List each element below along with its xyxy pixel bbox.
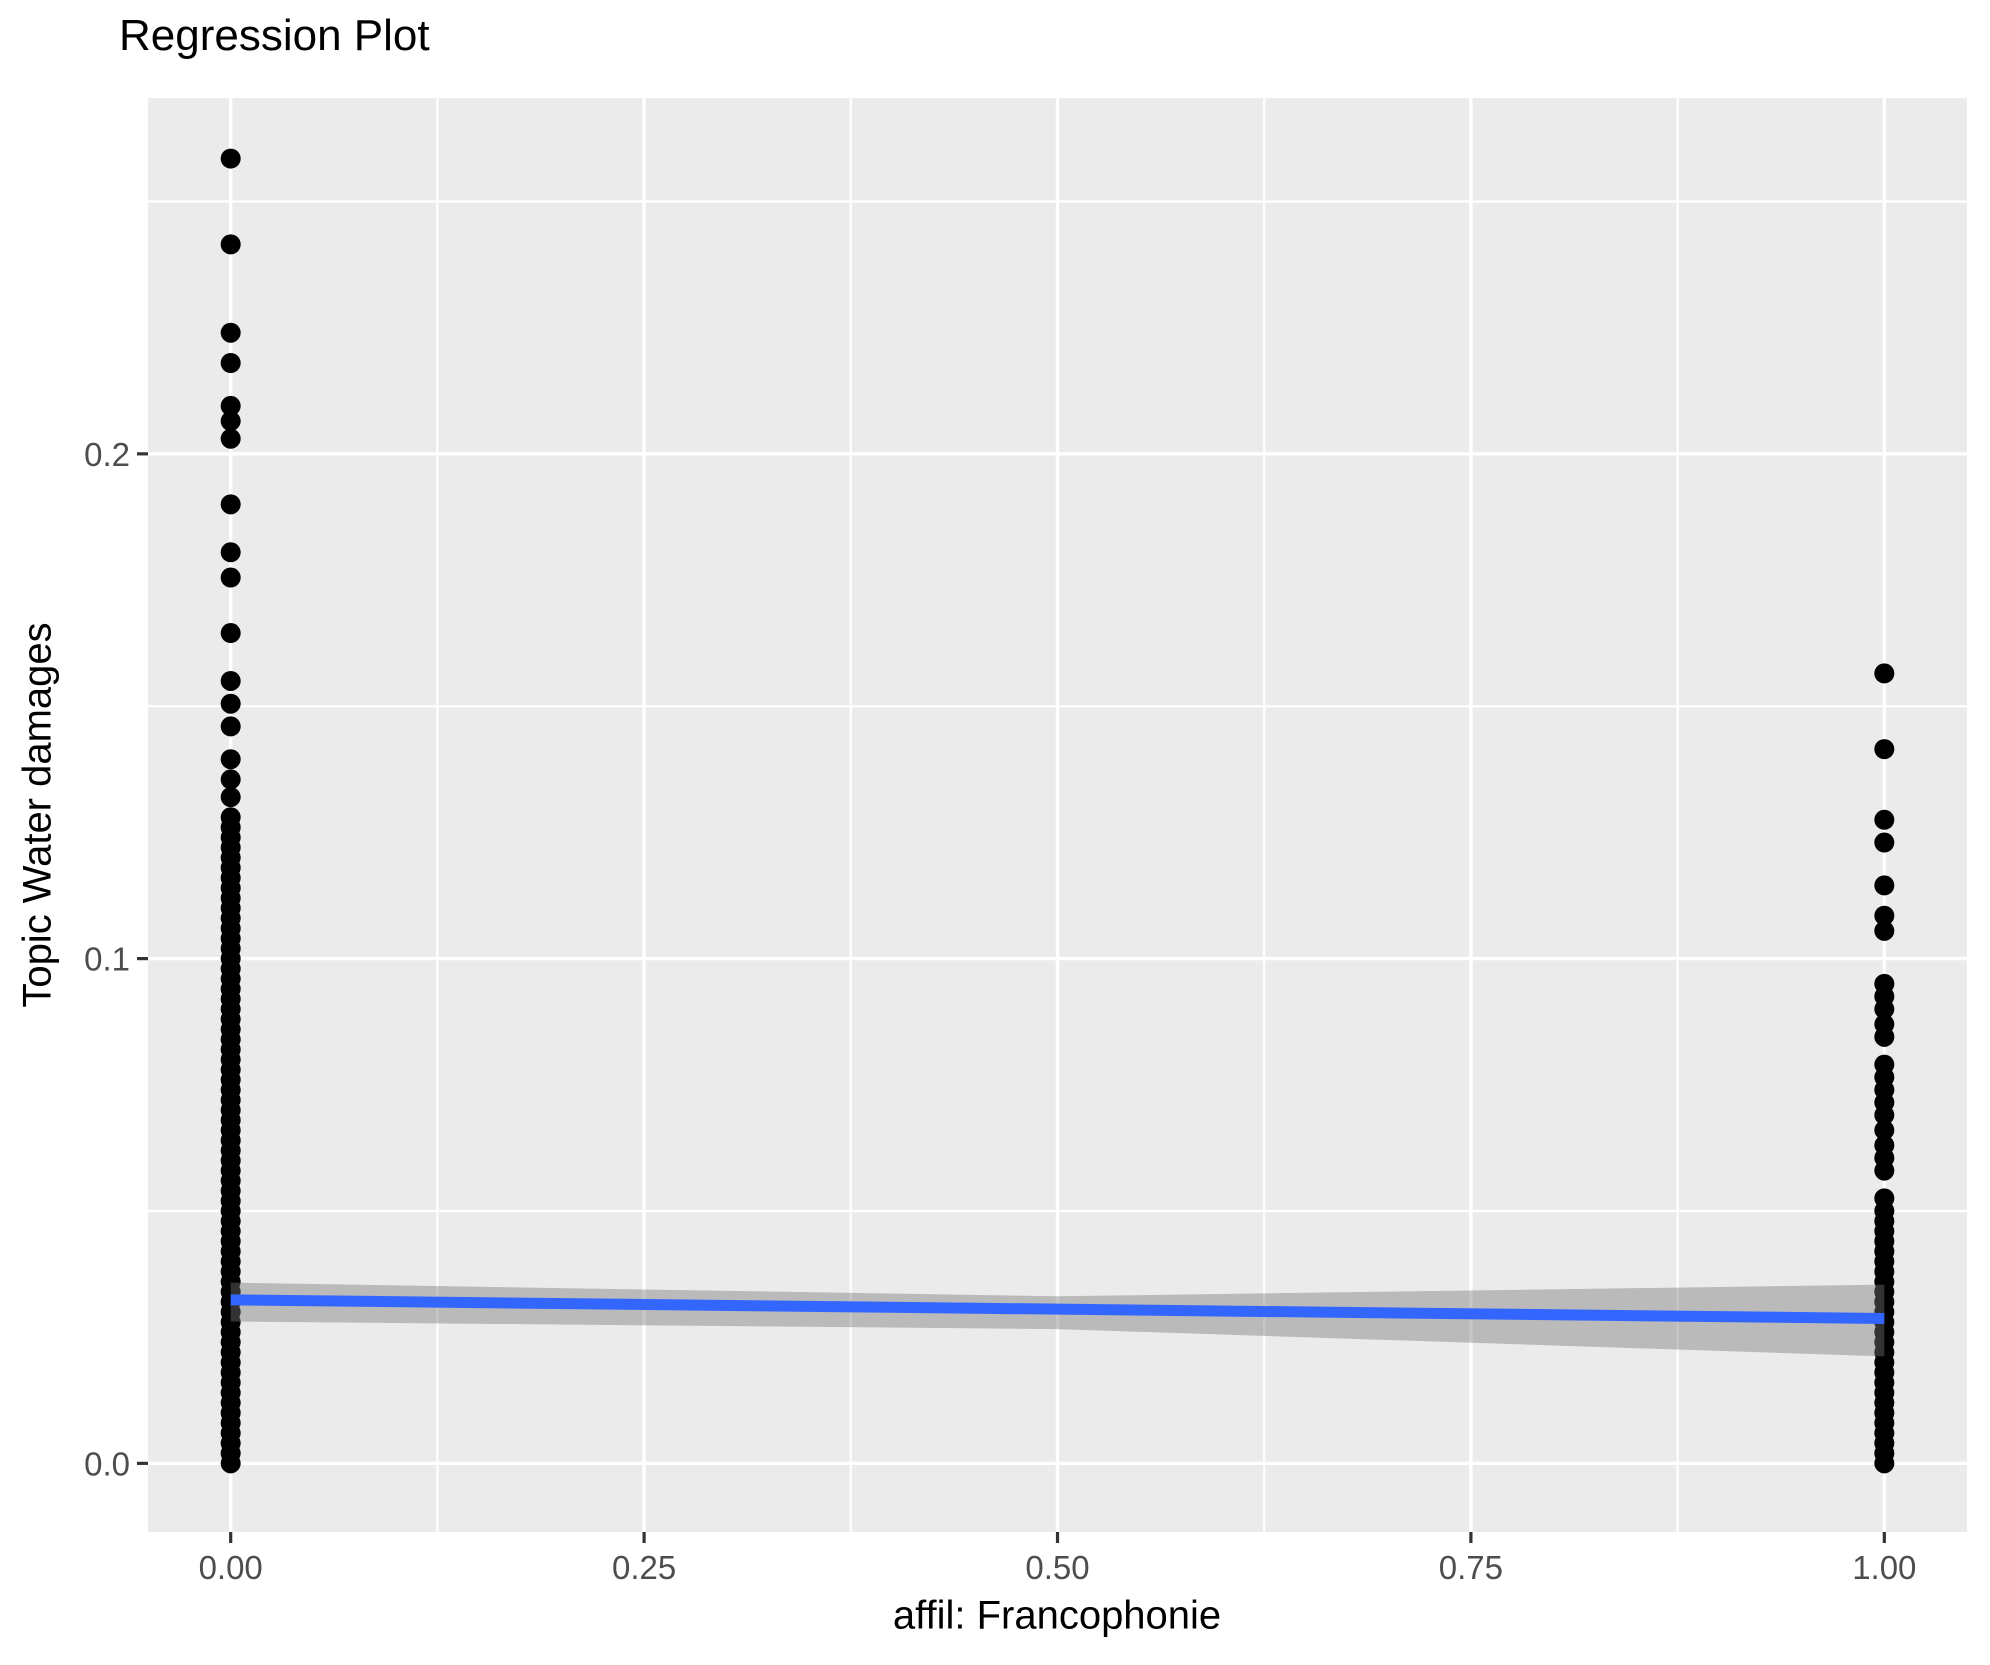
data-point [220,352,241,373]
data-point [1874,999,1895,1020]
major-gridlines [148,98,1967,1532]
data-point [1874,1160,1895,1181]
data-point [220,148,241,169]
data-point [220,749,241,770]
scatter-series [1874,663,1895,1474]
y-tick-labels: 0.0 0.1 0.2 [84,436,130,1483]
tick-marks [137,452,1886,1543]
data-point [220,693,241,714]
data-point [1874,809,1895,830]
minor-gridlines [148,98,1967,1532]
chart-title: Regression Plot [119,11,430,60]
data-point [220,787,241,808]
data-point [220,234,241,255]
y-tick-label: 0.0 [84,1445,130,1482]
data-point [220,494,241,515]
data-point [1874,1026,1895,1047]
x-tick-labels: 0.00 0.25 0.50 0.75 1.00 [199,1549,1917,1586]
data-point [220,411,241,432]
scatter-series [220,148,241,1474]
data-point [220,769,241,790]
x-tick-label: 0.00 [199,1549,263,1586]
data-point [1874,1211,1895,1232]
data-point [1874,663,1895,684]
data-point [1874,875,1895,896]
data-point [220,395,241,416]
data-point [220,428,241,449]
regression-line [230,1294,1885,1324]
y-tick-label: 0.2 [84,436,130,473]
x-tick-label: 0.75 [1439,1549,1503,1586]
data-point [220,623,241,644]
data-point [1874,739,1895,760]
data-point [220,542,241,563]
data-point [1874,1105,1895,1126]
data-point [220,670,241,691]
data-point [220,807,241,828]
data-point [1874,832,1895,853]
data-point [220,567,241,588]
x-tick-label: 1.00 [1852,1549,1916,1586]
data-point [220,322,241,343]
y-tick-label: 0.1 [84,941,130,978]
x-tick-label: 0.50 [1025,1549,1089,1586]
data-point [1874,905,1895,926]
x-axis-title: affil: Francophonie [892,1593,1222,1638]
x-tick-label: 0.25 [612,1549,676,1586]
data-point [1874,920,1895,941]
data-point [1874,1120,1895,1141]
data-point [220,716,241,737]
